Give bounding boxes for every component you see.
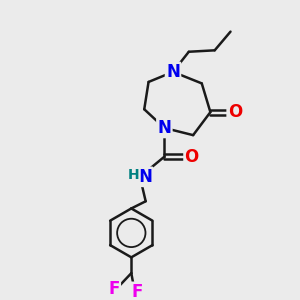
- Text: F: F: [131, 283, 143, 300]
- Text: N: N: [158, 119, 171, 137]
- Text: H: H: [128, 167, 140, 182]
- Text: N: N: [138, 168, 152, 186]
- Text: F: F: [108, 280, 120, 298]
- Text: O: O: [228, 103, 242, 121]
- Text: O: O: [184, 148, 199, 166]
- Text: N: N: [166, 63, 180, 81]
